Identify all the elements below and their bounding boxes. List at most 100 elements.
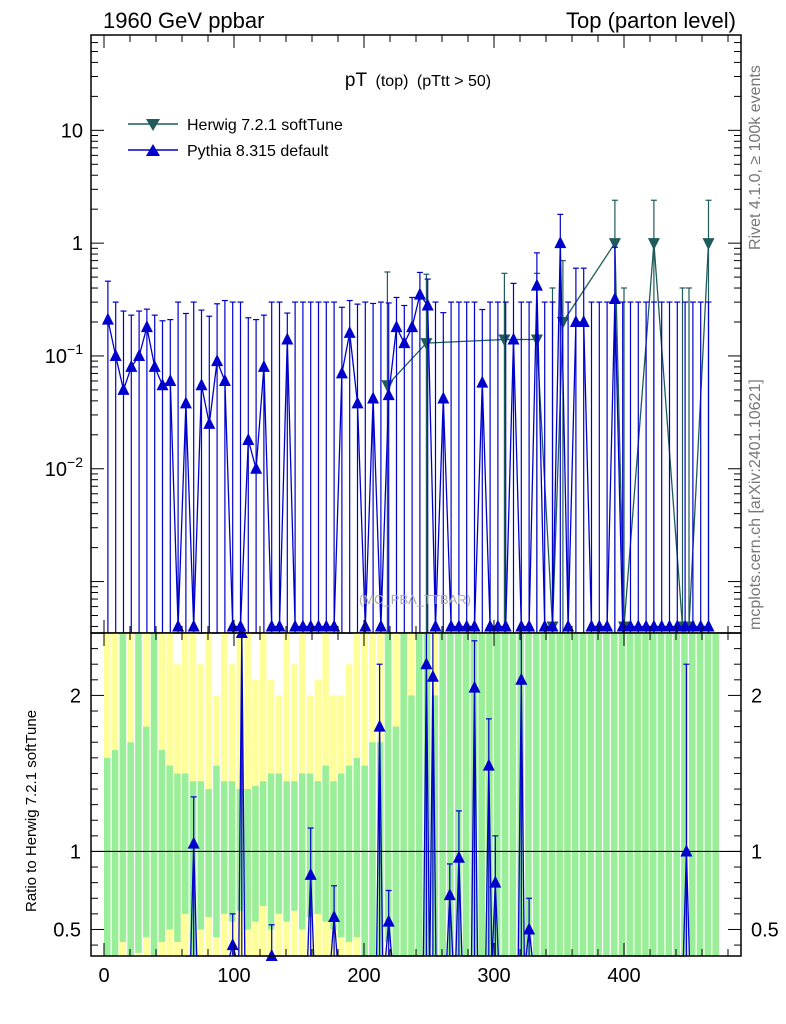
ratio-band-inner — [353, 757, 361, 938]
ratio-band-inner — [540, 633, 548, 956]
ratio-band-inner — [657, 633, 665, 956]
data-point-pythia — [413, 287, 426, 300]
x-tick-label: 200 — [347, 965, 380, 987]
ratio-band-inner — [533, 633, 540, 956]
data-point-pythia — [273, 619, 286, 632]
ratio-data-point — [482, 758, 495, 771]
data-point-pythia — [125, 359, 138, 372]
ratio-band-inner — [595, 633, 602, 956]
ratio-data-point — [265, 949, 278, 961]
data-point-pythia — [242, 432, 255, 445]
ratio-band-inner — [423, 633, 431, 956]
ratio-y-tick-label-right: 2 — [751, 685, 762, 707]
ratio-data-point — [373, 719, 386, 732]
ratio-band-inner — [291, 781, 298, 911]
data-point-pythia — [694, 619, 707, 632]
data-point-pythia — [632, 619, 645, 632]
data-point-pythia — [117, 382, 130, 395]
ratio-data-point — [304, 867, 317, 880]
legend-pythia-label: Pythia 8.315 default — [187, 143, 329, 160]
ratio-band-inner — [143, 726, 150, 938]
data-point-pythia — [156, 378, 169, 391]
data-point-pythia — [663, 619, 676, 632]
ratio-band-inner — [501, 633, 509, 956]
data-point-pythia — [265, 619, 278, 632]
ratio-band-inner — [634, 633, 641, 956]
ratio-band-inner — [158, 750, 166, 942]
data-point-pythia — [647, 619, 660, 632]
ratio-band-inner — [509, 633, 517, 956]
data-point-herwig — [498, 334, 511, 347]
ratio-data-point — [382, 914, 395, 927]
data-point-pythia — [530, 278, 543, 291]
ratio-data-point — [523, 922, 536, 935]
ratio-band-inner — [400, 633, 407, 956]
data-point-pythia — [460, 619, 473, 632]
data-point-pythia — [476, 375, 489, 388]
data-point-pythia — [445, 619, 458, 632]
data-point-pythia — [702, 619, 715, 632]
ratio-band-inner — [197, 781, 205, 930]
data-point-pythia — [679, 619, 692, 632]
data-point-pythia — [164, 373, 177, 386]
ratio-band-inner — [408, 695, 415, 956]
data-point-pythia — [569, 314, 582, 327]
ratio-band-inner — [611, 633, 618, 956]
series-pythia — [101, 213, 715, 633]
ratio-band-inner — [166, 765, 173, 930]
ratio-band-inner — [119, 633, 127, 942]
ratio-band-inner — [345, 765, 353, 942]
x-tick-label: 300 — [477, 965, 510, 987]
data-point-pythia — [390, 320, 403, 333]
data-point-pythia — [367, 391, 380, 404]
ratio-band-inner — [704, 633, 712, 956]
ratio-band-inner — [384, 633, 392, 942]
ratio-band-inner — [665, 633, 673, 956]
ratio-band-inner — [275, 773, 283, 914]
data-point-pythia — [523, 619, 536, 632]
y-tick-label: 10−1 — [45, 341, 83, 368]
data-point-pythia — [562, 619, 575, 632]
data-point-pythia — [335, 366, 348, 379]
ratio-y-axis-label: Ratio to Herwig 7.2.1 softTune — [23, 710, 40, 912]
ratio-band-inner — [221, 781, 228, 914]
data-point-pythia — [577, 314, 590, 327]
data-point-pythia — [640, 619, 653, 632]
ratio-band-inner — [548, 633, 556, 956]
legend-entry-pythia: Pythia 8.315 default — [128, 143, 329, 160]
data-point-pythia — [320, 619, 333, 632]
data-point-pythia — [624, 619, 637, 632]
series-ratio-pythia — [185, 626, 693, 961]
ratio-band-inner — [626, 633, 634, 956]
ratio-data-point — [489, 875, 502, 888]
ratio-y-tick-label-right: 1 — [751, 841, 762, 863]
ratio-band-inner — [150, 633, 158, 956]
ratio-data-point — [452, 850, 465, 863]
ratio-band-inner — [104, 757, 111, 956]
data-point-pythia — [601, 619, 614, 632]
data-point-pythia — [296, 619, 309, 632]
ratio-data-point — [328, 909, 341, 922]
x-tick-label: 0 — [98, 965, 109, 987]
data-point-herwig — [702, 238, 715, 251]
data-point-pythia — [218, 373, 231, 386]
ratio-band-inner — [447, 633, 454, 956]
ratio-data-point — [515, 672, 528, 685]
data-point-pythia — [289, 619, 302, 632]
data-point-pythia — [109, 348, 122, 361]
ratio-y-tick-label: 2 — [70, 685, 81, 707]
ratio-band-inner — [556, 633, 563, 956]
ratio-band-inner — [494, 633, 501, 956]
data-point-pythia — [374, 619, 387, 632]
ratio-y-tick-label: 0.5 — [53, 919, 81, 941]
ratio-data-point — [443, 888, 456, 901]
ratio-band-inner — [462, 633, 470, 956]
data-point-pythia — [671, 619, 684, 632]
data-point-pythia — [421, 298, 434, 311]
y-tick-label: 1 — [72, 233, 83, 255]
data-point-pythia — [211, 354, 224, 367]
ratio-data-point — [187, 836, 200, 849]
ratio-band-inner — [392, 726, 400, 956]
data-point-pythia — [585, 619, 598, 632]
series-herwig — [381, 199, 715, 634]
